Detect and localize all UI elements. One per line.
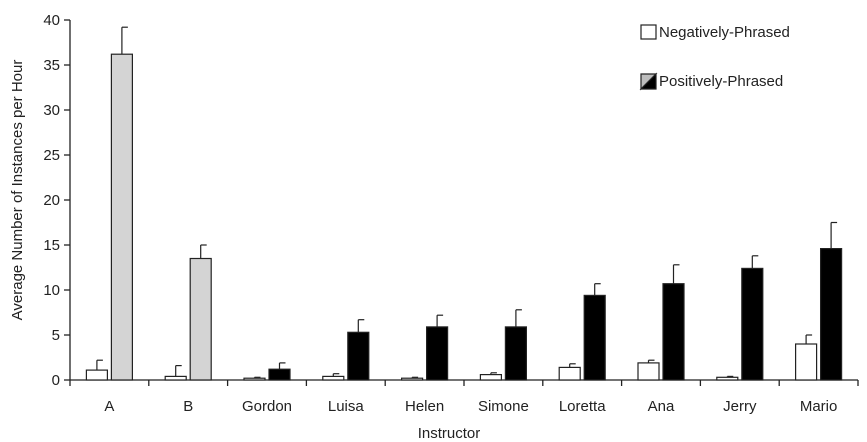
x-tick-label: Mario [800, 398, 838, 415]
x-tick-label: A [104, 398, 114, 415]
bar-positively-phrased [741, 267, 764, 381]
bar-negatively-phrased [637, 362, 660, 381]
bar-positively-phrased [426, 326, 449, 381]
y-tick-label: 10 [43, 282, 60, 299]
legend-swatch-negatively-phrased [640, 24, 657, 40]
x-tick-label: Luisa [328, 398, 365, 415]
x-tick-label: Helen [405, 398, 444, 415]
x-tick-label: Ana [648, 398, 675, 415]
bar-negatively-phrased [558, 366, 581, 381]
bar-positively-phrased [347, 331, 370, 381]
bar-negatively-phrased [164, 375, 187, 381]
y-tick-label: 5 [52, 327, 60, 344]
y-tick-label: 0 [52, 372, 60, 389]
axes: 0 5 10 15 20 25 30 35 40 A B Gordon Luisa Helen Simone… [43, 12, 859, 415]
bar-positively-phrased [110, 53, 134, 381]
bar-negatively-phrased [479, 374, 502, 381]
bar-negatively-phrased [322, 375, 345, 381]
legend-label-negatively-phrased: Negatively-Phrased [659, 24, 790, 41]
bar-negatively-phrased [716, 376, 739, 381]
x-tick-label: Simone [478, 398, 529, 415]
bar-negatively-phrased [794, 343, 818, 381]
axis-labels: Average Number of Instances per Hour Ins… [9, 60, 480, 442]
x-tick-label: Jerry [723, 398, 757, 415]
bar-positively-phrased [504, 326, 527, 381]
legend-label-positively-phrased: Positively-Phrased [659, 73, 783, 90]
bar-positively-phrased [662, 283, 685, 381]
bar-positively-phrased [819, 248, 843, 381]
y-tick-label: 40 [43, 12, 60, 29]
bar-negatively-phrased [243, 377, 266, 381]
bar-positively-phrased [268, 368, 291, 381]
bars [85, 26, 843, 381]
y-tick-label: 35 [43, 57, 60, 74]
x-tick-label: B [183, 398, 193, 415]
y-tick-label: 15 [43, 237, 60, 254]
x-tick-label: Gordon [242, 398, 292, 415]
y-tick-label: 20 [43, 192, 60, 209]
legend: Negatively-Phrased Positively-Phrased [639, 24, 790, 91]
bar-negatively-phrased [85, 369, 109, 381]
x-axis-label: Instructor [418, 425, 481, 442]
y-tick-label: 30 [43, 102, 60, 119]
bar-negatively-phrased [401, 377, 424, 381]
y-axis-label: Average Number of Instances per Hour [9, 60, 26, 321]
bar-positively-phrased [583, 294, 606, 381]
bar-positively-phrased [189, 257, 212, 381]
legend-swatch-positively-phrased-black [639, 72, 657, 90]
x-tick-label: Loretta [559, 398, 606, 415]
y-tick-label: 25 [43, 147, 60, 164]
